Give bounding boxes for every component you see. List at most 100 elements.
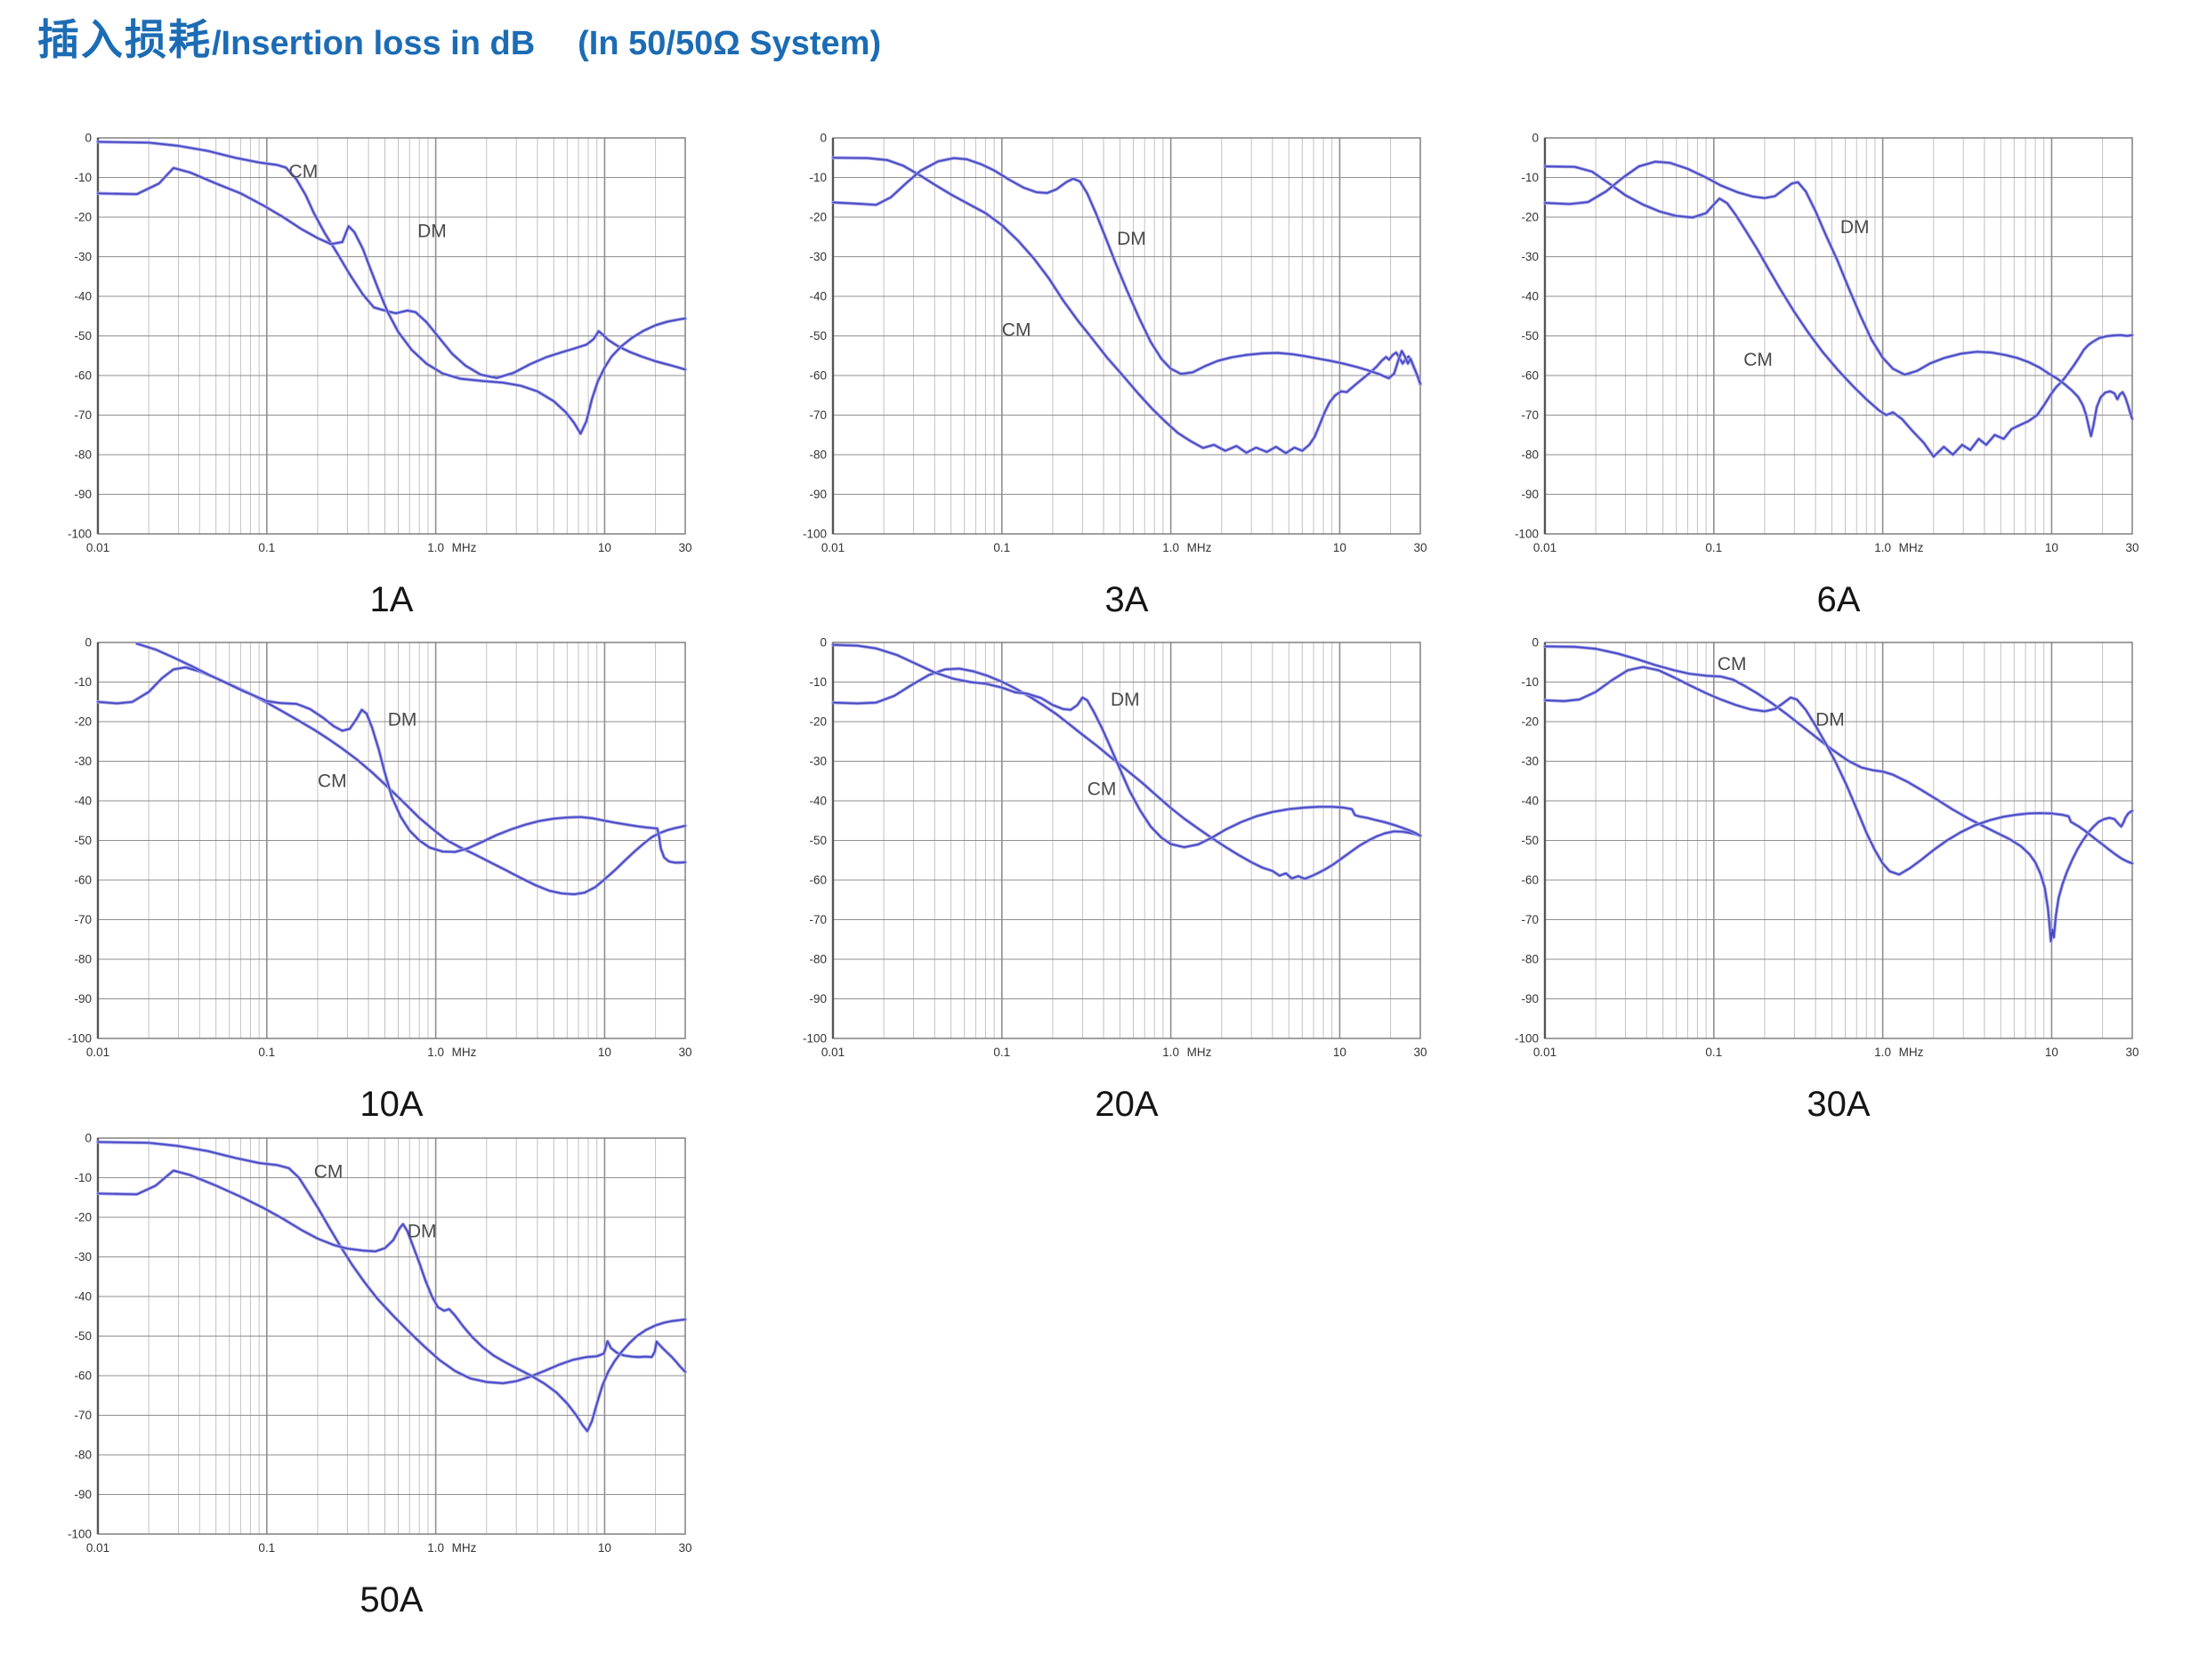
svg-text:0: 0 (820, 636, 827, 650)
title-chinese: 插入损耗 (37, 16, 212, 65)
svg-text:10: 10 (2045, 1046, 2058, 1059)
chart-caption: 20A (1095, 1085, 1159, 1124)
x-tick-labels: 0.01 0.1 1.0 MHz 10 30 (86, 1541, 692, 1555)
svg-text:-80: -80 (1521, 448, 1539, 462)
curve-CM (1544, 645, 2133, 942)
series-label-CM: CM (314, 1162, 344, 1183)
curve-CM (97, 1141, 686, 1385)
svg-text:1.0: 1.0 (1162, 541, 1179, 554)
svg-text:10: 10 (598, 1541, 611, 1555)
svg-text:MHz: MHz (452, 541, 477, 554)
svg-text:0.01: 0.01 (86, 541, 109, 554)
svg-text:-40: -40 (1521, 795, 1539, 808)
svg-text:MHz: MHz (1899, 1046, 1924, 1059)
series-label-CM: CM (289, 162, 319, 182)
grid-minor (148, 642, 686, 1038)
svg-text:-30: -30 (74, 250, 92, 263)
svg-text:-30: -30 (1521, 250, 1539, 263)
svg-text:-90: -90 (74, 1488, 92, 1501)
svg-text:30: 30 (1413, 1046, 1427, 1059)
svg-text:MHz: MHz (1187, 541, 1212, 554)
svg-text:-50: -50 (809, 329, 827, 343)
curve-CM (97, 141, 686, 379)
svg-text:-10: -10 (74, 1171, 92, 1184)
svg-text:0.1: 0.1 (993, 1046, 1010, 1059)
svg-text:-10: -10 (74, 675, 92, 689)
svg-text:MHz: MHz (452, 1046, 477, 1059)
svg-text:0: 0 (1532, 636, 1539, 650)
svg-text:-60: -60 (74, 874, 92, 887)
svg-text:1.0: 1.0 (427, 1541, 444, 1555)
svg-text:-70: -70 (809, 408, 827, 422)
curve-DM (135, 642, 686, 864)
series-label-CM: CM (318, 771, 347, 791)
svg-text:-50: -50 (74, 834, 92, 847)
svg-text:-60: -60 (809, 874, 827, 887)
svg-text:-30: -30 (74, 755, 92, 768)
series-label-CM: CM (1087, 779, 1117, 799)
curve-DM (97, 1169, 686, 1433)
svg-text:0.1: 0.1 (1705, 541, 1722, 554)
svg-text:30: 30 (1413, 541, 1427, 554)
svg-text:-60: -60 (1521, 874, 1539, 887)
chart-caption: 50A (360, 1580, 424, 1619)
svg-text:30: 30 (2125, 1046, 2138, 1059)
curve-DM (97, 166, 686, 435)
svg-text:-70: -70 (809, 913, 827, 926)
svg-text:-60: -60 (1521, 369, 1539, 383)
svg-text:-20: -20 (74, 715, 92, 729)
svg-text:-40: -40 (1521, 290, 1539, 303)
y-tick-labels: 0 -10 -20 -30 -40 -50 -60 -70 -80 -90 -100 (68, 636, 92, 1046)
svg-text:-40: -40 (74, 795, 92, 808)
svg-text:-30: -30 (74, 1250, 92, 1264)
chart-50A: 0 -10 -20 -30 -40 -50 -60 -70 -80 -90 -100 0.01 0.1 1… (52, 1129, 694, 1579)
curve-DM (832, 643, 1421, 848)
svg-text:-100: -100 (68, 1032, 92, 1046)
chart-caption: 1A (369, 580, 414, 619)
svg-text:-40: -40 (74, 1290, 92, 1304)
svg-text:30: 30 (678, 1541, 691, 1555)
y-tick-labels: 0 -10 -20 -30 -40 -50 -60 -70 -80 -90 -100 (68, 132, 92, 541)
svg-text:-100: -100 (803, 528, 827, 541)
series-label-CM: CM (1002, 320, 1031, 341)
x-tick-labels: 0.01 0.1 1.0 MHz 10 30 (821, 541, 1427, 554)
svg-text:0: 0 (85, 636, 92, 650)
curve-CM (832, 157, 1421, 455)
svg-text:30: 30 (678, 541, 691, 554)
svg-text:10: 10 (598, 1046, 611, 1059)
svg-text:0: 0 (85, 132, 92, 145)
series-label-CM: CM (1718, 654, 1747, 674)
svg-text:-80: -80 (74, 1449, 92, 1462)
svg-text:MHz: MHz (452, 1541, 477, 1555)
curve-DM (1544, 666, 2133, 876)
svg-text:-10: -10 (1521, 675, 1539, 689)
svg-text:-60: -60 (74, 369, 92, 383)
svg-text:-30: -30 (1521, 755, 1539, 768)
svg-text:-30: -30 (809, 755, 827, 768)
series-label-DM: DM (1111, 690, 1140, 710)
svg-text:0: 0 (1532, 132, 1539, 145)
y-tick-labels: 0 -10 -20 -30 -40 -50 -60 -70 -80 -90 -100 (803, 636, 827, 1046)
svg-text:-90: -90 (809, 992, 827, 1006)
svg-text:-90: -90 (74, 992, 92, 1006)
svg-text:-100: -100 (68, 528, 92, 541)
curve-CM (1544, 166, 2133, 458)
svg-text:-70: -70 (1521, 408, 1539, 422)
svg-text:0: 0 (85, 1132, 92, 1145)
series-label-DM: DM (417, 221, 447, 241)
chart-1A: 0 -10 -20 -30 -40 -50 -60 -70 -80 -90 -100 0.01 0.1 1… (52, 129, 694, 578)
x-tick-labels: 0.01 0.1 1.0 MHz 10 30 (1533, 541, 2139, 554)
svg-text:0.1: 0.1 (993, 541, 1010, 554)
svg-text:-70: -70 (1521, 913, 1539, 926)
x-tick-labels: 0.01 0.1 1.0 MHz 10 30 (86, 1046, 692, 1059)
svg-text:10: 10 (598, 541, 611, 554)
curve-DM-halo (134, 642, 687, 865)
curve-DM (1544, 160, 2133, 437)
svg-text:-80: -80 (74, 448, 92, 462)
svg-text:1.0: 1.0 (427, 541, 444, 554)
series-label-DM: DM (1117, 229, 1146, 249)
svg-text:-40: -40 (74, 290, 92, 303)
